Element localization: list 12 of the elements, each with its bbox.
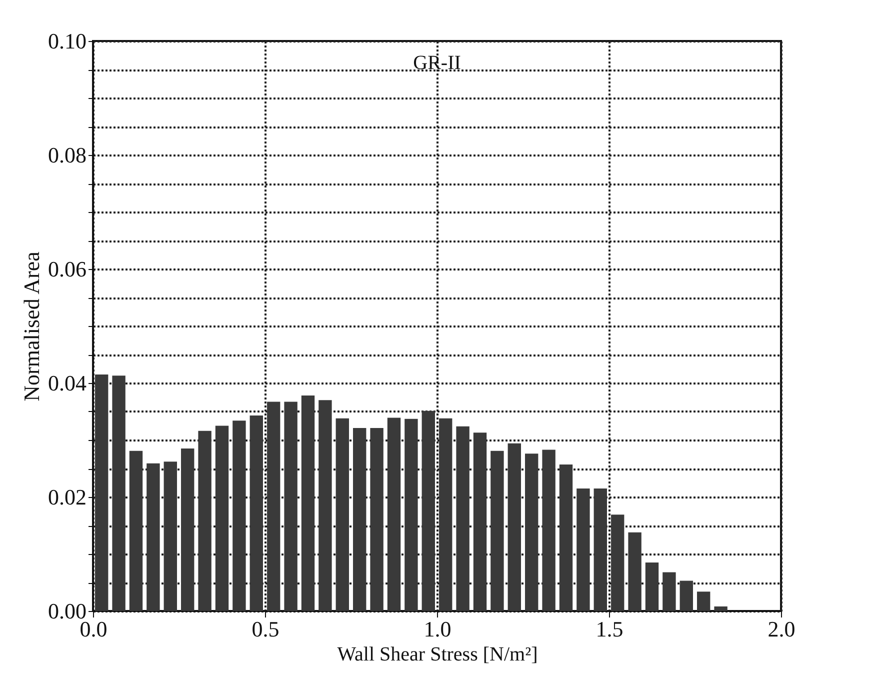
x-tick-label: 2.0 bbox=[768, 616, 796, 642]
x-tick-label: 0.5 bbox=[252, 616, 280, 642]
y-tick-label: 0.06 bbox=[48, 256, 86, 282]
y-tick-label: 0.02 bbox=[48, 484, 86, 510]
y-tick-label: 0.08 bbox=[48, 142, 86, 168]
y-axis-title: Normalised Area bbox=[19, 251, 44, 402]
annotation: GR-II bbox=[413, 52, 461, 74]
x-axis-title: Wall Shear Stress [N/m²] bbox=[337, 644, 538, 666]
x-tick-label: 1.5 bbox=[596, 616, 624, 642]
y-tick-label: 0.04 bbox=[48, 370, 86, 396]
y-tick-label: 0.10 bbox=[48, 28, 86, 54]
x-tick-label: 1.0 bbox=[424, 616, 452, 642]
